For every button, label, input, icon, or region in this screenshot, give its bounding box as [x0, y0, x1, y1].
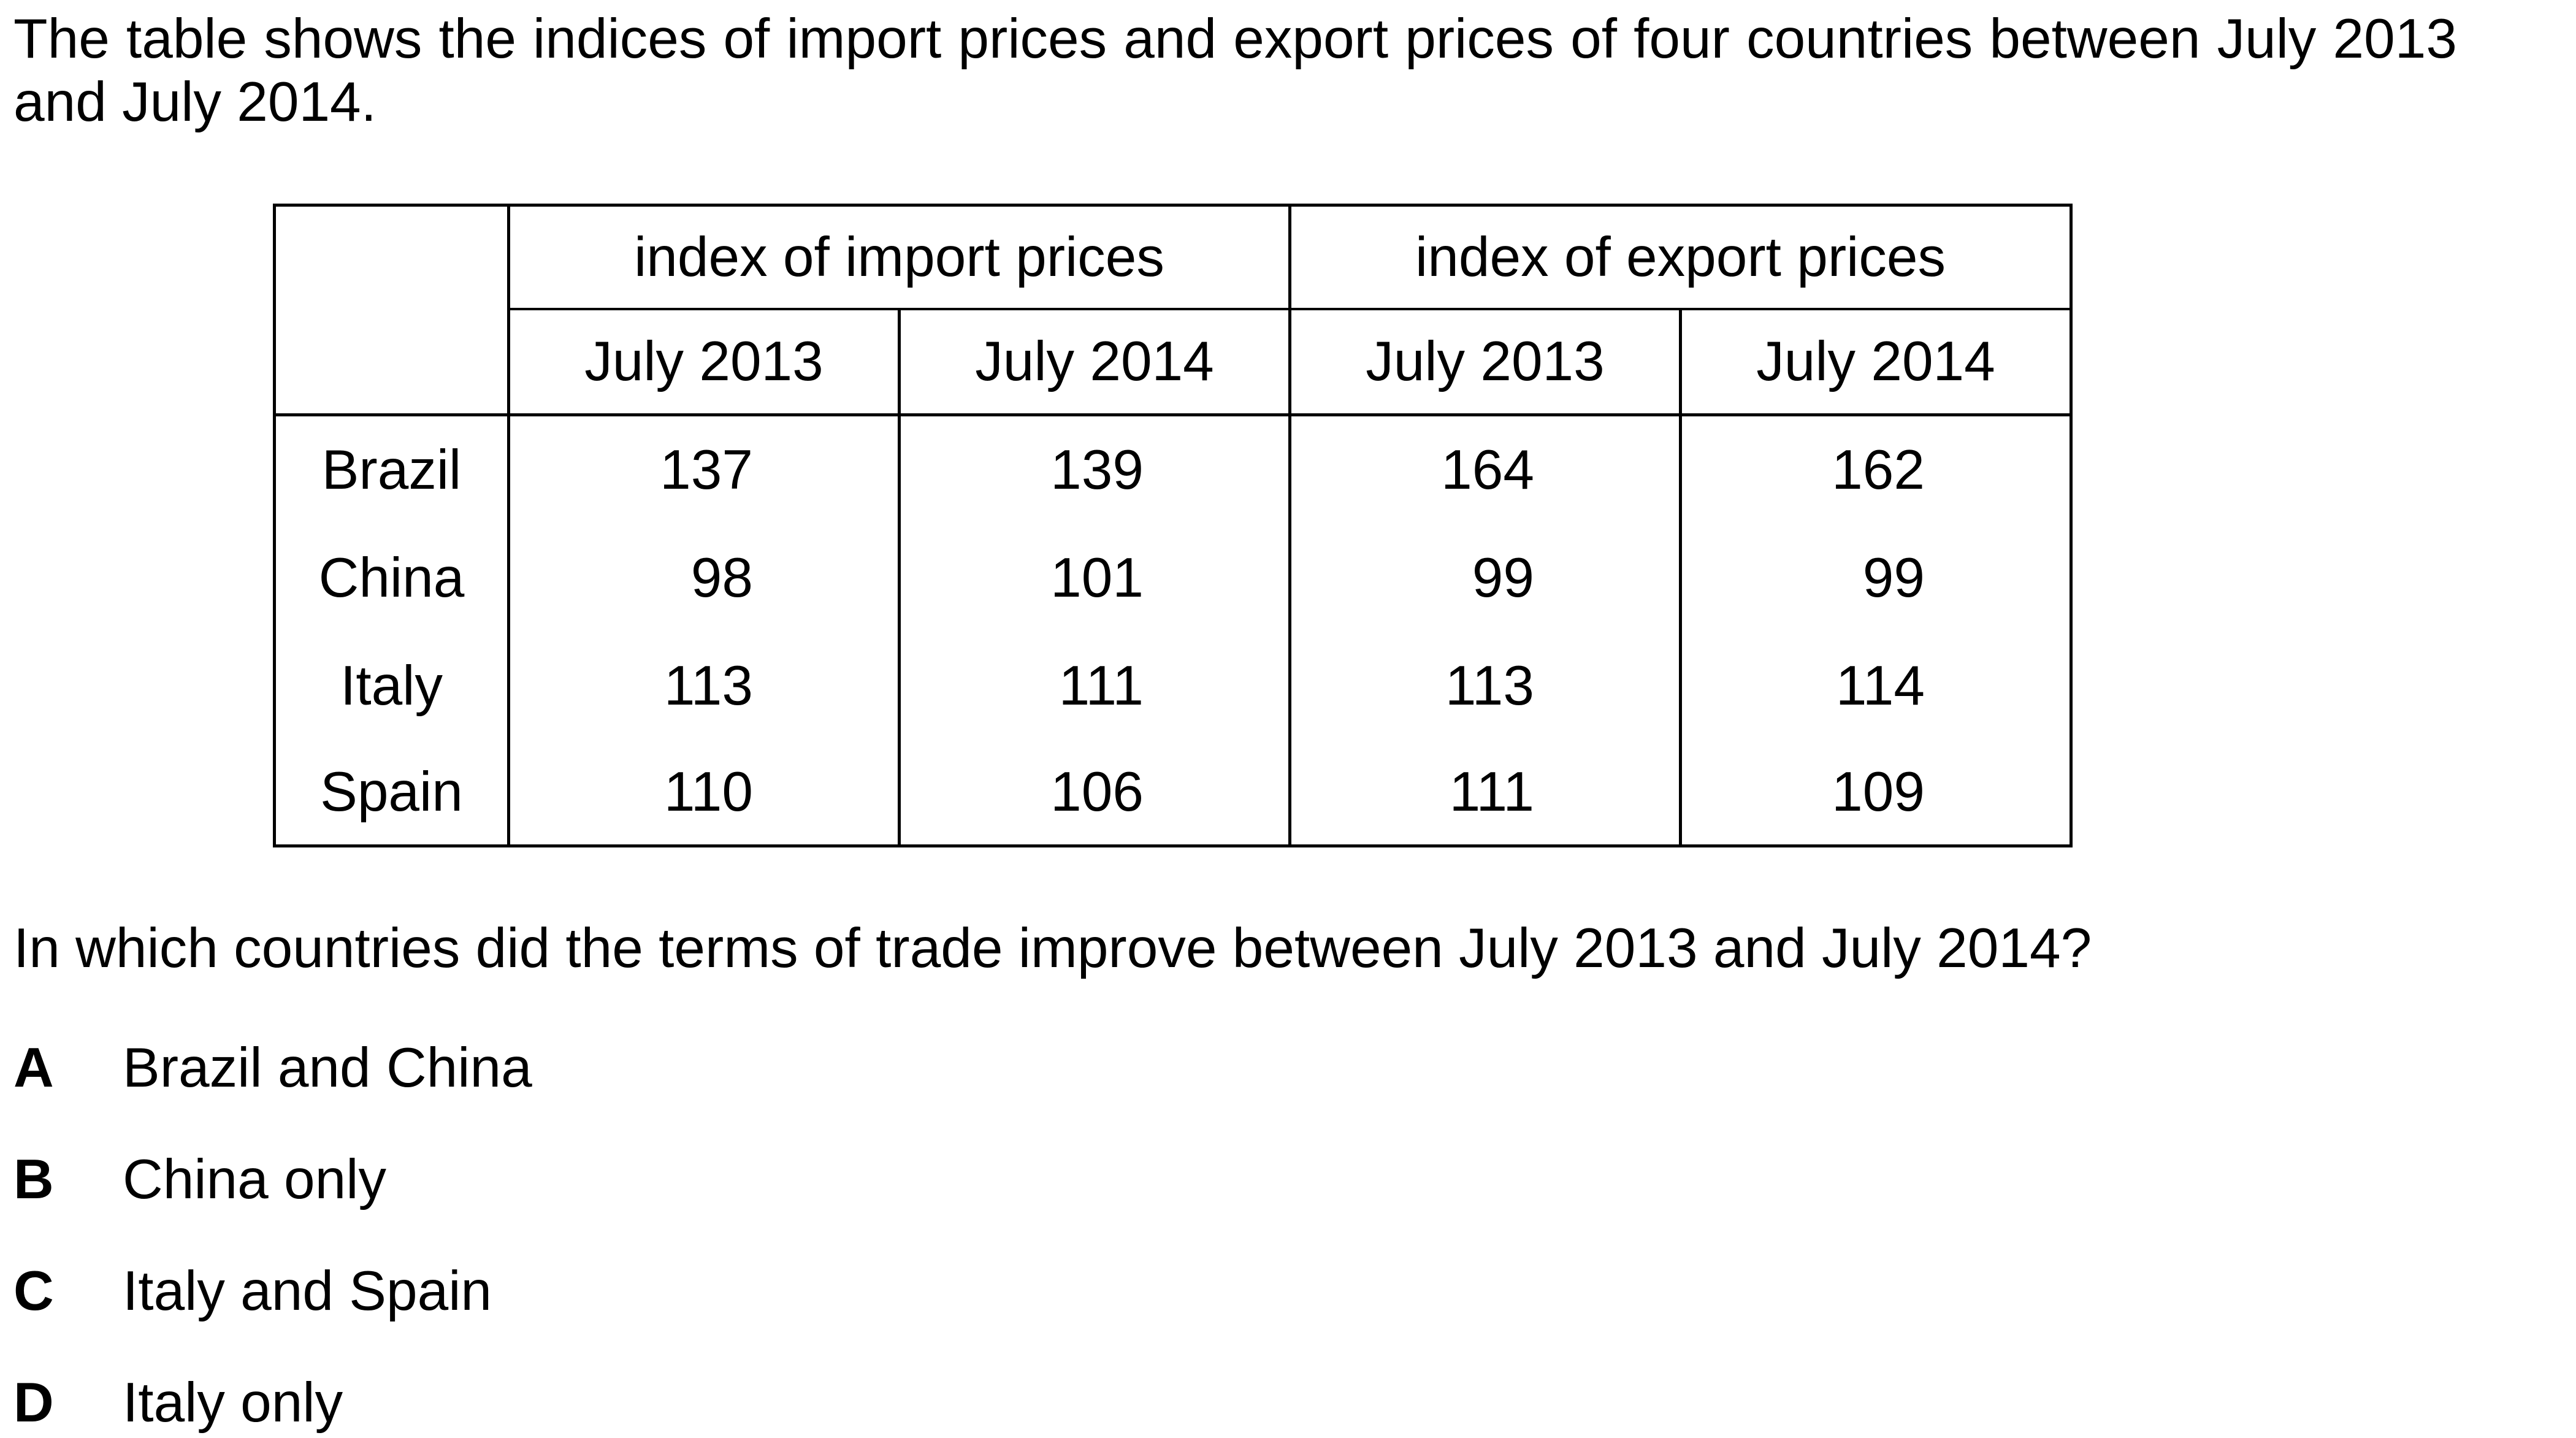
table-row: Italy 113 111 113 114 [273, 632, 2073, 740]
option-text: Brazil and China [123, 1037, 532, 1099]
table-cell: 99 [1862, 547, 1925, 609]
table-cell: 109 [1832, 761, 1925, 823]
option-d[interactable]: D Italy only [13, 1371, 343, 1434]
table-cell: 114 [1835, 655, 1925, 717]
option-text: China only [123, 1149, 386, 1210]
option-letter: B [13, 1149, 54, 1210]
country-name: Italy [273, 632, 510, 740]
country-name: Brazil [273, 415, 510, 524]
option-text: Italy and Spain [123, 1260, 492, 1322]
column-header: July 2013 [1288, 309, 1682, 416]
table-cell: 99 [1472, 547, 1534, 609]
table-row: China 98 101 99 99 [273, 524, 2073, 632]
table-cell: 164 [1441, 439, 1534, 501]
option-letter: A [13, 1037, 54, 1099]
country-name: China [273, 524, 510, 632]
option-text: Italy only [123, 1372, 343, 1434]
column-header: July 2013 [507, 309, 901, 416]
intro-text: The table shows the indices of import pr… [13, 8, 2457, 133]
export-prices-header: index of export prices [1288, 204, 2073, 310]
table-cell: 113 [663, 655, 753, 717]
table-cell: 139 [1050, 439, 1144, 501]
table-cell: 110 [663, 761, 753, 823]
table-cell: 101 [1050, 547, 1144, 609]
table-cell: 111 [1449, 761, 1534, 823]
table-cell: 113 [1445, 655, 1534, 717]
table-cell: 111 [1058, 655, 1144, 717]
table-sub-header-row: July 2013 July 2014 July 2013 July 2014 [273, 309, 2073, 416]
table-cell: 98 [690, 547, 753, 609]
table-group-header-row: index of import prices index of export p… [273, 204, 2073, 310]
table-corner-cell [273, 204, 510, 309]
option-a[interactable]: A Brazil and China [13, 1036, 532, 1100]
option-b[interactable]: B China only [13, 1148, 386, 1211]
table-row: Brazil 137 139 164 162 [273, 415, 2073, 524]
table-row: Spain 110 106 111 109 [273, 740, 2073, 847]
column-header: July 2014 [1679, 309, 2073, 416]
option-letter: C [13, 1260, 54, 1322]
option-c[interactable]: C Italy and Spain [13, 1260, 492, 1323]
table-cell: 162 [1832, 439, 1925, 501]
country-name: Spain [273, 740, 510, 847]
question-text: In which countries did the terms of trad… [13, 917, 2092, 979]
column-header: July 2014 [898, 309, 1291, 416]
price-index-table: index of import prices index of export p… [273, 204, 2073, 847]
table-cell: 106 [1050, 761, 1144, 823]
import-prices-header: index of import prices [507, 204, 1291, 310]
option-letter: D [13, 1372, 54, 1434]
table-corner-cell [273, 309, 510, 416]
table-cell: 137 [660, 439, 753, 501]
